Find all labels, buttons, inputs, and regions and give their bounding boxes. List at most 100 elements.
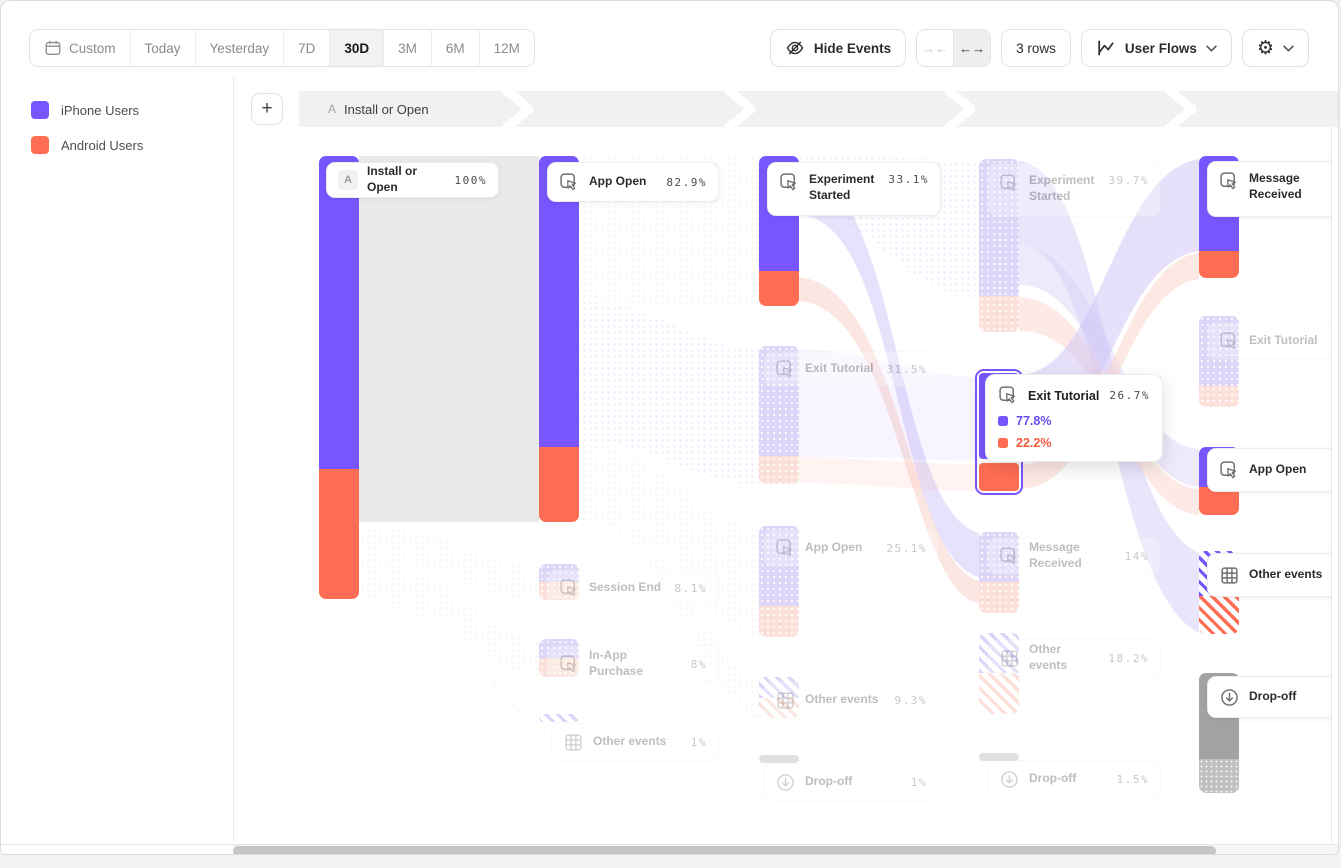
node-card-drop-off[interactable]: Drop-off <box>1207 676 1331 718</box>
bar-segment-android <box>319 469 359 599</box>
node-bar-other-events[interactable] <box>539 714 579 722</box>
node-card-drop-off[interactable]: Drop-off 1.5% <box>987 760 1161 798</box>
bar-segment-android <box>539 447 579 522</box>
node-card-app-open[interactable]: App Open 82.9% <box>547 162 719 202</box>
funnel-breadcrumb-bar: A Install or Open <box>299 91 1338 127</box>
date-custom-button[interactable]: Custom <box>30 30 130 66</box>
node-card-other-events[interactable]: Other events 1% <box>551 723 719 761</box>
exit-tutorial-tooltip[interactable]: Exit Tutorial 26.7% 77.8% 22.2% <box>985 374 1163 462</box>
calendar-icon <box>44 39 62 57</box>
breadcrumb-step-1[interactable]: A Install or Open <box>299 91 530 127</box>
date-today-button[interactable]: Today <box>129 30 195 66</box>
grid-icon <box>999 648 1020 669</box>
legend-sidebar: iPhone Users Android Users <box>1 77 234 842</box>
node-card-other-events[interactable]: Other events 18.2% <box>987 639 1161 677</box>
breakdown-swatch-purple <box>998 416 1008 426</box>
event-cursor-icon <box>999 173 1020 194</box>
node-card-other-events[interactable]: Other events <box>1207 553 1331 597</box>
event-cursor-icon <box>1219 171 1240 192</box>
grid-icon <box>1219 565 1240 586</box>
node-bar-app-open[interactable] <box>539 156 579 522</box>
eye-off-icon <box>785 38 805 58</box>
node-bar-experiment-started[interactable] <box>979 159 1019 332</box>
step-a-badge: A <box>338 170 358 190</box>
event-cursor-icon <box>1219 331 1240 352</box>
node-card-experiment-started[interactable]: Experiment Started 39.7% <box>987 163 1161 217</box>
add-step-button[interactable]: + <box>251 93 283 125</box>
chevron-down-icon <box>1283 45 1294 52</box>
node-card-drop-off[interactable]: Drop-off 1% <box>763 763 939 801</box>
hide-events-button[interactable]: Hide Events <box>769 29 907 67</box>
node-bar-install-or-open[interactable] <box>319 156 359 599</box>
drop-off-icon <box>1219 687 1240 708</box>
drop-off-icon <box>775 772 796 793</box>
node-bar-other-events[interactable] <box>979 633 1019 714</box>
breakdown-android: 22.2% <box>998 436 1150 450</box>
node-card-app-open[interactable]: App Open <box>1207 448 1331 492</box>
date-7d-button[interactable]: 7D <box>283 30 330 66</box>
toolbar-right-cluster: Hide Events →← ←→ 3 rows User Flows ⚙ <box>769 29 1309 67</box>
breadcrumb-label: Install or Open <box>344 101 429 117</box>
legend-item-iphone-users[interactable]: iPhone Users <box>31 101 139 119</box>
date-6m-button[interactable]: 6M <box>430 30 479 66</box>
node-bar-message-received[interactable] <box>979 532 1019 613</box>
node-card-exit-tutorial[interactable]: Exit Tutorial 31.5% <box>763 351 939 387</box>
breadcrumb-chevron-icon <box>724 91 755 127</box>
sankey-chart-area: A Install or Open 100% App Open 82.9% Se… <box>233 127 1331 844</box>
legend-swatch-purple <box>31 101 49 119</box>
event-cursor-icon <box>998 385 1019 406</box>
event-cursor-icon <box>559 654 580 675</box>
node-card-message-received[interactable]: Message Received <box>1207 161 1331 217</box>
content-divider <box>1 844 1338 845</box>
event-cursor-icon <box>999 546 1020 567</box>
breadcrumb-chevron-icon <box>502 91 533 127</box>
event-cursor-icon <box>775 359 796 380</box>
view-type-dropdown[interactable]: User Flows <box>1080 29 1232 67</box>
node-card-install-or-open[interactable]: A Install or Open 100% <box>326 162 499 198</box>
breakdown-swatch-orange <box>998 438 1008 448</box>
grid-icon <box>775 690 796 711</box>
node-bar-drop-off[interactable] <box>979 753 1019 761</box>
node-bar-exit-tutorial[interactable] <box>1199 316 1239 407</box>
collapse-columns-button[interactable]: →← <box>917 30 954 66</box>
breadcrumb-prefix: A <box>328 102 337 116</box>
expand-columns-button[interactable]: ←→ <box>953 30 991 66</box>
gear-icon: ⚙ <box>1256 36 1274 59</box>
node-card-message-received[interactable]: Message Received 14% <box>987 537 1161 575</box>
node-card-experiment-started[interactable]: Experiment Started 33.1% <box>767 162 941 216</box>
horizontal-scrollbar-thumb[interactable] <box>233 846 1216 854</box>
chevron-down-icon <box>1206 45 1217 52</box>
node-bar-app-open[interactable] <box>759 526 799 637</box>
legend-item-android-users[interactable]: Android Users <box>31 136 143 154</box>
legend-swatch-orange <box>31 136 49 154</box>
node-card-exit-tutorial[interactable]: Exit Tutorial <box>1207 322 1331 360</box>
grid-icon <box>563 732 584 753</box>
bar-segment-iphone <box>539 156 579 447</box>
breadcrumb-chevron-icon <box>944 91 975 127</box>
date-3m-button[interactable]: 3M <box>383 30 431 66</box>
bar-segment-iphone <box>319 156 359 469</box>
node-bar-drop-off[interactable] <box>759 755 799 763</box>
node-card-app-open[interactable]: App Open 25.1% <box>763 529 939 567</box>
top-toolbar: Custom Today Yesterday 7D 30D 3M 6M 12M … <box>1 29 1338 67</box>
date-custom-label: Custom <box>69 40 116 56</box>
right-gutter <box>1331 127 1338 844</box>
drop-off-icon <box>999 769 1020 790</box>
breadcrumb-chevron-icon <box>1165 91 1196 127</box>
node-card-in-app-purchase[interactable]: In-App Purchase 8% <box>547 645 719 683</box>
date-30d-button[interactable]: 30D <box>329 30 384 66</box>
user-flows-icon <box>1096 38 1116 58</box>
rows-button[interactable]: 3 rows <box>1001 29 1071 67</box>
date-yesterday-button[interactable]: Yesterday <box>194 30 284 66</box>
node-card-other-events[interactable]: Other events 9.3% <box>763 681 939 719</box>
node-bar-exit-tutorial[interactable] <box>759 346 799 484</box>
date-range-group: Custom Today Yesterday 7D 30D 3M 6M 12M <box>29 29 535 67</box>
date-12m-button[interactable]: 12M <box>478 30 534 66</box>
horizontal-scrollbar <box>233 845 1338 854</box>
event-cursor-icon <box>775 538 796 559</box>
event-cursor-icon <box>1219 460 1240 481</box>
node-card-session-end[interactable]: Session End 8.1% <box>547 569 719 607</box>
event-cursor-icon <box>779 172 800 193</box>
settings-dropdown[interactable]: ⚙ <box>1241 29 1309 67</box>
